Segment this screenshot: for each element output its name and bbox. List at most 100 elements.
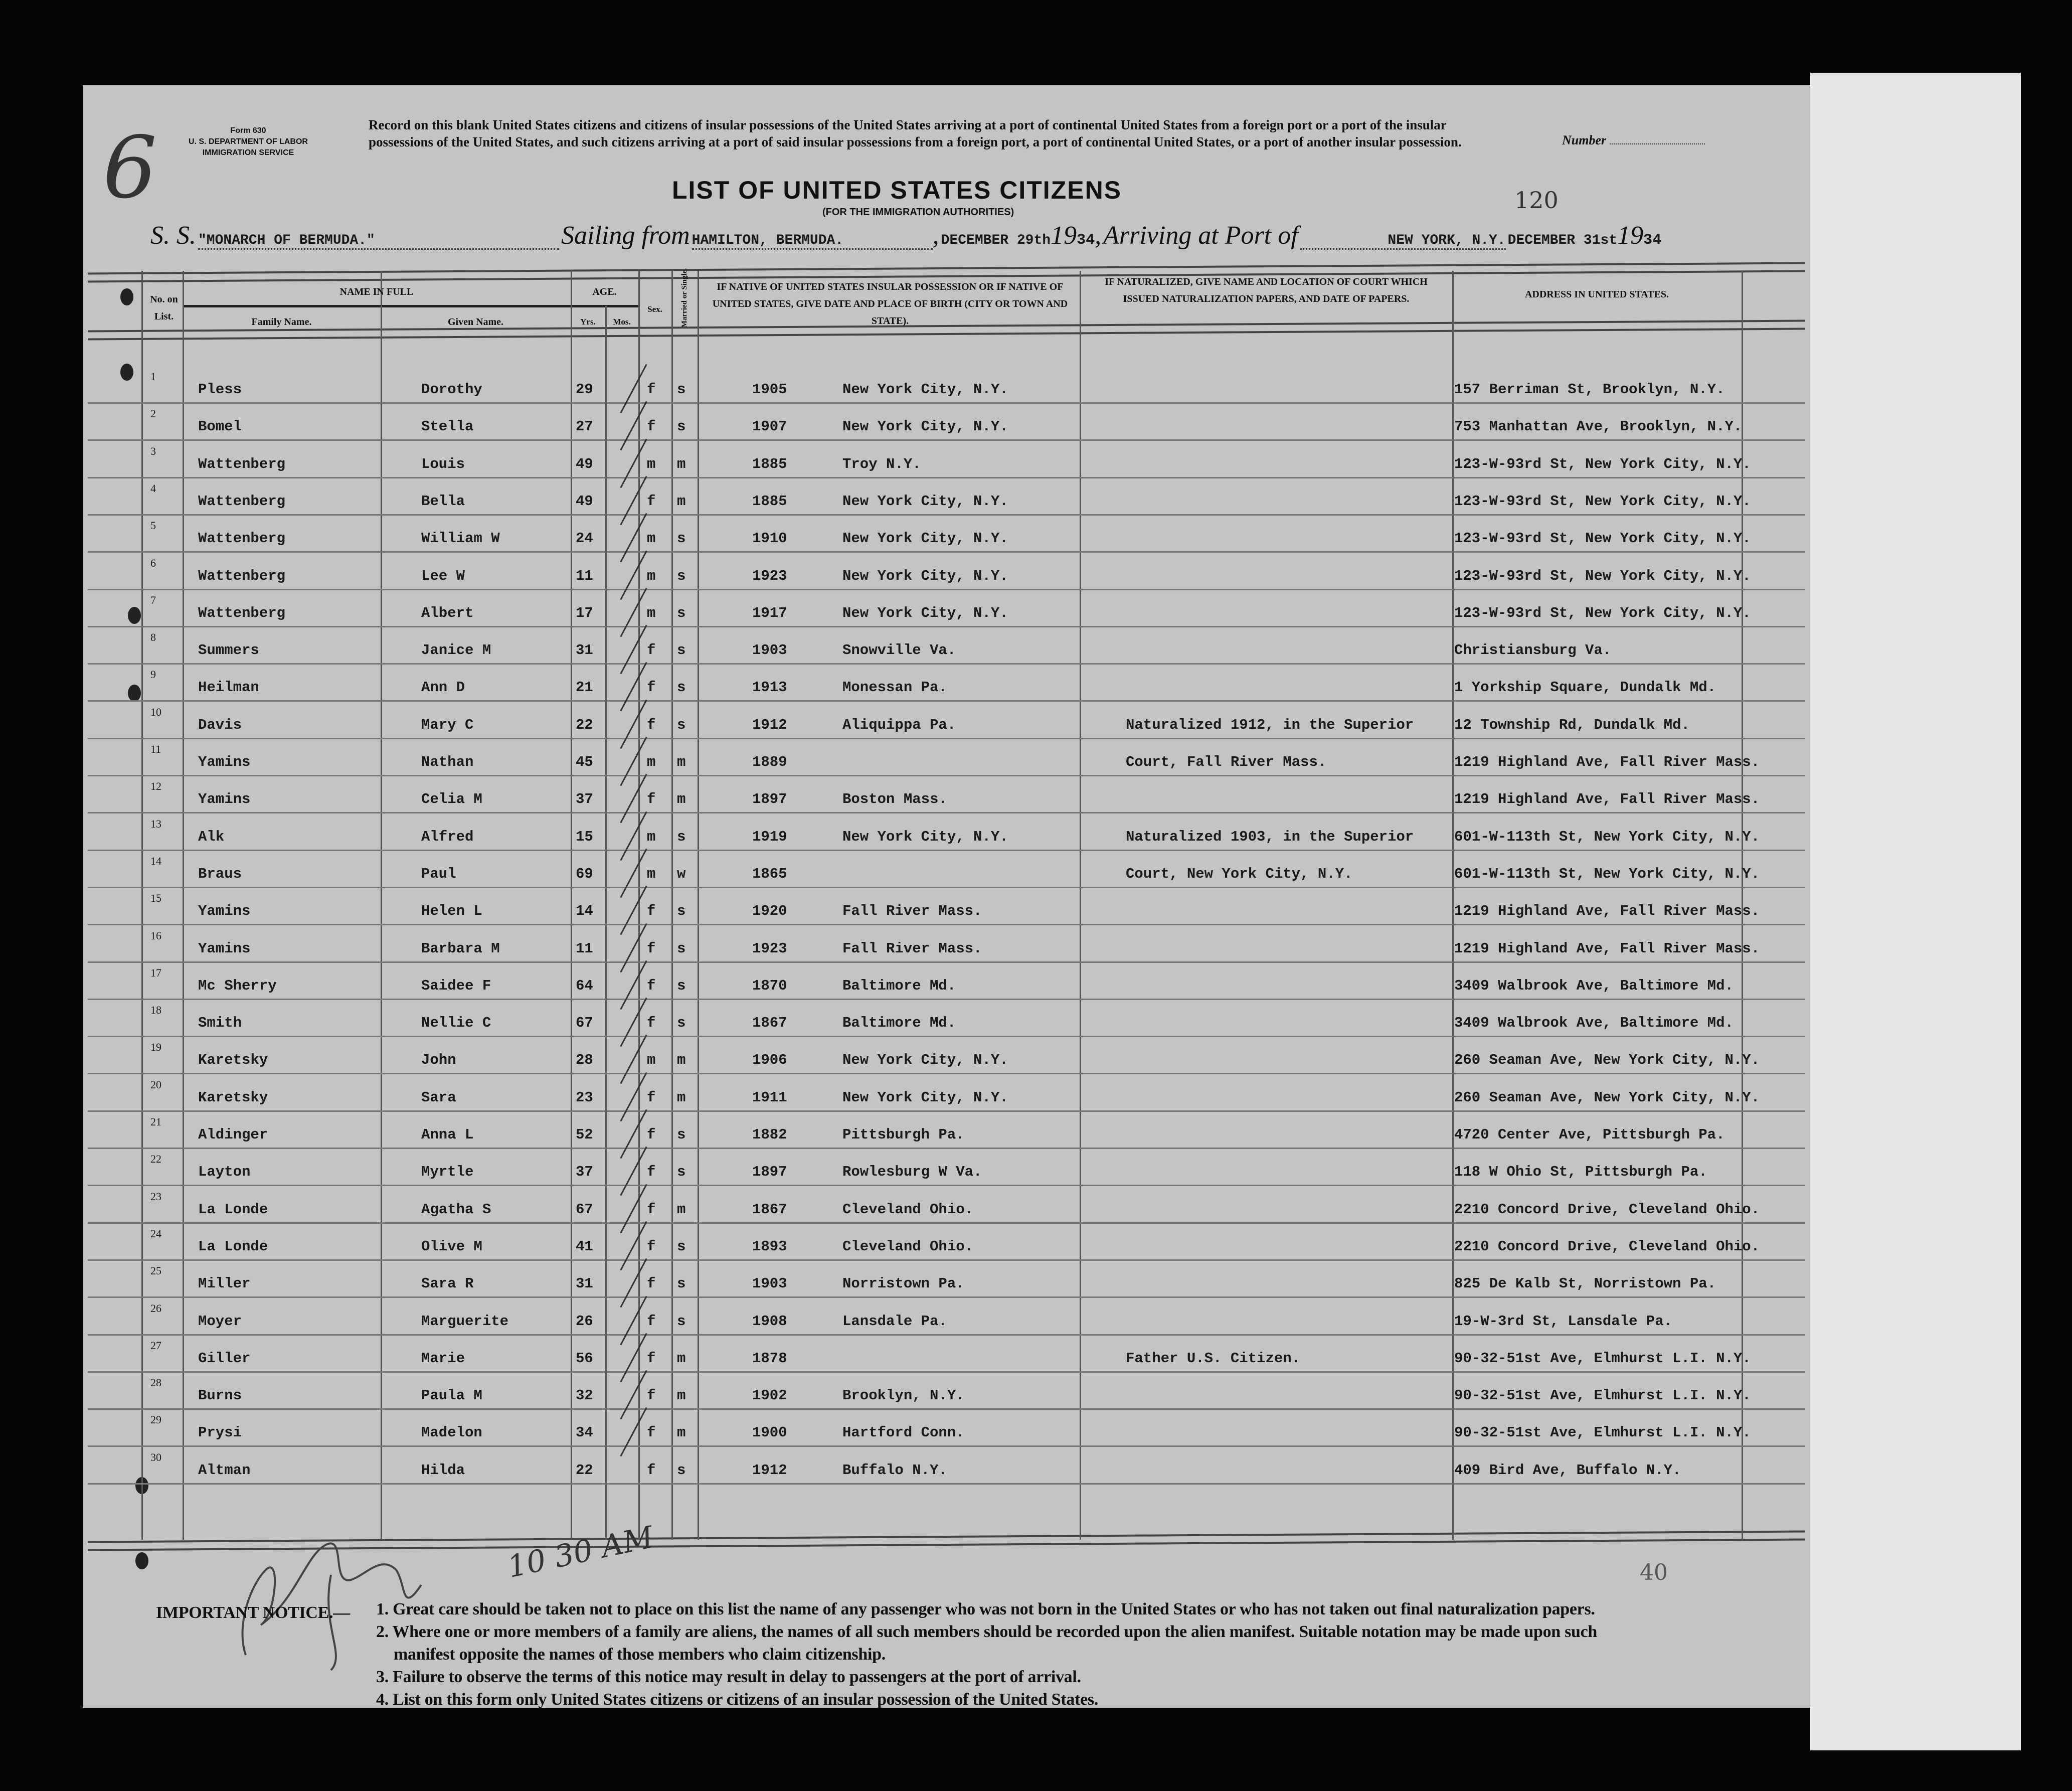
row-rule <box>88 1408 1805 1410</box>
family-name: Wattenberg <box>198 455 286 472</box>
birth-place: New York City, N.Y. <box>842 418 1008 435</box>
row-rule <box>88 1371 1805 1373</box>
row-rule <box>88 700 1805 702</box>
birth-year: 1885 <box>752 455 787 472</box>
age-years: 37 <box>576 1164 593 1181</box>
marital-status: s <box>677 530 686 547</box>
family-name: Altman <box>198 1461 251 1479</box>
page-subtitle: (FOR THE IMMIGRATION AUTHORITIES) <box>822 207 1014 218</box>
punch-hole <box>135 1552 148 1569</box>
birth-year: 1903 <box>752 642 787 659</box>
naturalization: Naturalized 1912, in the Superior <box>1126 716 1414 733</box>
address: 90-32-51st Ave, Elmhurst L.I. N.Y. <box>1454 1387 1751 1404</box>
marital-status: m <box>677 1089 686 1106</box>
sex: f <box>647 679 656 696</box>
name-age-rule <box>183 305 639 307</box>
sailing-date: DECEMBER 29th <box>941 233 1051 248</box>
record-instructions: Record on this blank United States citiz… <box>369 117 1462 149</box>
form-number: Form 630 <box>230 126 266 135</box>
row-number: 7 <box>150 593 156 606</box>
family-name: Miller <box>198 1275 251 1292</box>
given-name: Anna L <box>421 1126 474 1143</box>
row-number: 26 <box>150 1301 161 1315</box>
notice-item: 4. List on this form only United States … <box>376 1690 1099 1709</box>
row-number: 12 <box>150 780 161 793</box>
family-name: Wattenberg <box>198 567 286 584</box>
sex: f <box>647 716 656 733</box>
sheet-mark: 6 <box>103 118 157 218</box>
row-rule <box>88 1073 1805 1075</box>
given-name: Barbara M <box>421 940 500 957</box>
age-years: 52 <box>576 1126 593 1143</box>
notice-label: IMPORTANT NOTICE.— <box>156 1603 350 1622</box>
row-rule <box>88 1148 1805 1149</box>
marital-status: w <box>677 865 686 882</box>
birth-year: 1878 <box>752 1350 787 1367</box>
birth-place: New York City, N.Y. <box>842 1089 1008 1106</box>
family-name: Aldinger <box>198 1126 268 1143</box>
col-age: AGE. <box>592 286 617 297</box>
given-name: Albert <box>421 604 474 621</box>
given-name: Paula M <box>421 1387 482 1404</box>
birth-year: 1867 <box>752 1015 787 1032</box>
birth-year: 1911 <box>752 1089 787 1106</box>
family-name: Braus <box>198 865 242 882</box>
birth-place: Baltimore Md. <box>842 977 956 994</box>
notice-item: 2. Where one or more members of a family… <box>376 1622 1598 1641</box>
number-field[interactable]: Number <box>1562 133 1705 148</box>
marital-status: s <box>677 716 686 733</box>
age-years: 14 <box>576 903 593 920</box>
page-mark: 120 <box>1514 187 1559 214</box>
birth-place: New York City, N.Y. <box>842 567 1008 584</box>
age-years: 45 <box>576 754 593 770</box>
row-number: 27 <box>150 1339 161 1352</box>
row-rule <box>88 775 1805 776</box>
row-number: 15 <box>150 892 161 905</box>
address: 3409 Walbrook Ave, Baltimore Md. <box>1454 977 1734 994</box>
sailing-year: 34 <box>1077 232 1095 249</box>
col-naturalization: IF NATURALIZED, GIVE NAME AND LOCATION O… <box>1105 276 1428 304</box>
given-name: Paul <box>421 865 456 882</box>
row-number: 18 <box>150 1004 161 1017</box>
sex: m <box>647 1052 656 1069</box>
row-number: 28 <box>150 1376 161 1389</box>
sex: f <box>647 1350 656 1367</box>
age-years: 49 <box>576 455 593 472</box>
age-years: 67 <box>576 1015 593 1032</box>
age-years: 11 <box>576 940 593 957</box>
given-name: Ann D <box>421 679 465 696</box>
address: 260 Seaman Ave, New York City, N.Y. <box>1454 1089 1760 1106</box>
address: 825 De Kalb St, Norristown Pa. <box>1454 1275 1716 1292</box>
arrival-port: NEW YORK, N.Y. <box>1300 233 1506 250</box>
address: 1219 Highland Ave, Fall River Mass. <box>1454 940 1760 957</box>
age-years: 69 <box>576 865 593 882</box>
birth-place: Norristown Pa. <box>842 1275 965 1292</box>
birth-year: 1907 <box>752 418 787 435</box>
marital-status: s <box>677 903 686 920</box>
given-name: Nathan <box>421 754 474 770</box>
punch-hole <box>128 685 141 702</box>
address: 601-W-113th St, New York City, N.Y. <box>1454 865 1760 882</box>
family-name: Mc Sherry <box>198 977 277 994</box>
row-rule <box>88 849 1805 851</box>
family-name: Pless <box>198 381 242 398</box>
bottom-mark: 40 <box>1640 1560 1668 1585</box>
family-name: Summers <box>198 642 259 659</box>
birth-place: New York City, N.Y. <box>842 530 1008 547</box>
sex: m <box>647 530 656 547</box>
address: 118 W Ohio St, Pittsburgh Pa. <box>1454 1164 1707 1181</box>
row-number: 24 <box>150 1227 161 1240</box>
row-number: 22 <box>150 1153 161 1166</box>
row-rule <box>88 1334 1805 1336</box>
col-name-in-full: NAME IN FULL <box>339 286 414 297</box>
column-rule <box>698 271 699 1540</box>
birth-place: Lansdale Pa. <box>842 1313 947 1330</box>
row-rule <box>88 588 1805 590</box>
given-name: Stella <box>421 418 474 435</box>
col-given-name: Given Name. <box>447 316 504 328</box>
given-name: Myrtle <box>421 1164 474 1181</box>
birth-place: New York City, N.Y. <box>842 828 1008 845</box>
row-rule <box>88 924 1805 926</box>
row-rule <box>88 737 1805 739</box>
birth-year: 1902 <box>752 1387 787 1404</box>
